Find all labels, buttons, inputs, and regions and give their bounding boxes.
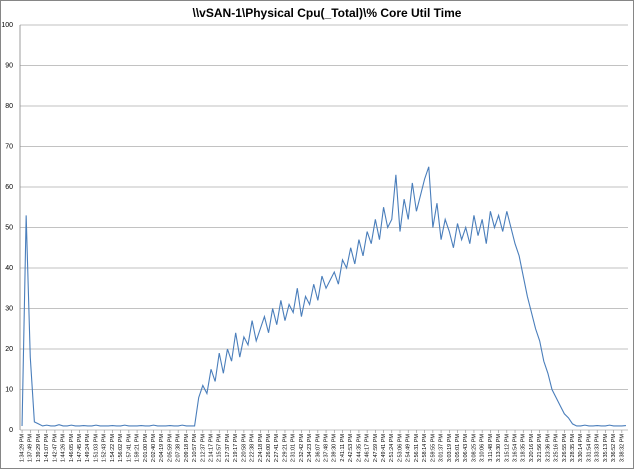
x-tick-label: 3:10:06 PM	[480, 434, 486, 463]
x-tick-label: 3:25:16 PM	[554, 434, 560, 463]
x-tick-label: 3:08:25 PM	[471, 434, 477, 463]
y-tick-label: 80	[5, 103, 13, 110]
x-tick-label: 1:54:22 PM	[110, 434, 116, 463]
x-tick-label: 1:52:43 PM	[102, 434, 108, 463]
x-tick-label: 3:01:37 PM	[439, 434, 445, 463]
x-tick-label: 2:53:06 PM	[397, 434, 403, 463]
x-tick-label: 3:18:35 PM	[521, 434, 527, 463]
x-tick-label: 1:59:21 PM	[135, 434, 141, 463]
x-tick-label: 3:06:43 PM	[463, 434, 469, 463]
x-tick-label: 3:38:32 PM	[619, 434, 625, 463]
x-tick-label: 3:36:52 PM	[611, 434, 617, 463]
x-tick-label: 3:13:30 PM	[496, 434, 502, 463]
x-tick-label: 2:34:23 PM	[307, 434, 313, 463]
x-tick-label: 3:03:19 PM	[447, 434, 453, 463]
x-tick-label: 2:17:37 PM	[225, 434, 231, 463]
x-tick-label: 1:44:26 PM	[61, 434, 67, 463]
x-tick-label: 2:31:01 PM	[291, 434, 297, 463]
x-tick-label: 2:29:21 PM	[282, 434, 288, 463]
x-tick-label: 1:46:05 PM	[69, 434, 75, 463]
y-tick-label: 70	[5, 143, 13, 150]
y-tick-label: 10	[5, 386, 13, 393]
x-tick-label: 3:20:16 PM	[529, 434, 535, 463]
x-tick-label: 3:31:54 PM	[586, 434, 592, 463]
x-tick-label: 2:14:17 PM	[208, 434, 214, 463]
x-tick-label: 3:15:12 PM	[504, 434, 510, 463]
x-tick-label: 1:51:03 PM	[93, 434, 99, 463]
y-tick-label: 60	[5, 184, 13, 191]
x-tick-label: 2:42:53 PM	[348, 434, 354, 463]
y-tick-label: 0	[9, 427, 13, 434]
x-tick-label: 2:51:24 PM	[389, 434, 395, 463]
x-tick-label: 2:58:14 PM	[422, 434, 428, 463]
x-tick-label: 2:54:49 PM	[406, 434, 412, 463]
x-tick-label: 3:26:55 PM	[562, 434, 568, 463]
x-tick-label: 2:07:38 PM	[176, 434, 182, 463]
x-tick-label: 3:35:13 PM	[603, 434, 609, 463]
x-tick-label: 3:23:36 PM	[545, 434, 551, 463]
x-tick-label: 2:19:17 PM	[233, 434, 239, 463]
y-tick-label: 50	[5, 224, 13, 231]
x-tick-label: 2:09:18 PM	[184, 434, 190, 463]
x-tick-label: 2:49:41 PM	[381, 434, 387, 463]
x-tick-label: 1:56:02 PM	[118, 434, 124, 463]
y-tick-label: 100	[1, 22, 13, 29]
x-tick-label: 2:39:30 PM	[332, 434, 338, 463]
x-tick-label: 3:21:56 PM	[537, 434, 543, 463]
x-tick-label: 3:30:14 PM	[578, 434, 584, 463]
x-tick-label: 2:37:48 PM	[324, 434, 330, 463]
x-tick-label: 2:15:57 PM	[217, 434, 223, 463]
x-tick-label: 1:39:29 PM	[36, 434, 42, 463]
x-tick-label: 1:37:49 PM	[28, 434, 34, 463]
x-tick-label: 2:46:17 PM	[365, 434, 371, 463]
x-tick-label: 2:41:11 PM	[340, 434, 346, 462]
x-tick-label: 2:32:42 PM	[299, 434, 305, 463]
chart-title: \\vSAN-1\Physical Cpu(_Total)\% Core Uti…	[193, 6, 462, 20]
y-tick-label: 90	[5, 62, 13, 69]
x-tick-label: 2:05:59 PM	[167, 434, 173, 463]
x-tick-label: 1:41:07 PM	[44, 434, 50, 463]
x-tick-label: 2:01:00 PM	[143, 434, 149, 463]
x-tick-label: 1:57:41 PM	[126, 434, 132, 463]
x-tick-label: 2:44:35 PM	[356, 434, 362, 463]
x-tick-label: 3:11:48 PM	[488, 434, 494, 462]
y-tick-label: 40	[5, 265, 13, 272]
x-tick-label: 2:02:40 PM	[151, 434, 157, 463]
y-tick-label: 30	[5, 305, 13, 312]
x-tick-label: 2:10:57 PM	[192, 434, 198, 463]
x-tick-label: 3:16:54 PM	[512, 434, 518, 463]
x-tick-label: 3:28:35 PM	[570, 434, 576, 463]
x-tick-label: 1:42:47 PM	[52, 434, 58, 463]
x-tick-label: 2:59:55 PM	[430, 434, 436, 463]
x-tick-label: 2:04:19 PM	[159, 434, 165, 463]
x-tick-label: 2:47:59 PM	[373, 434, 379, 463]
x-tick-label: 2:27:41 PM	[274, 434, 280, 463]
x-tick-label: 2:26:00 PM	[266, 434, 272, 463]
x-tick-label: 3:33:33 PM	[595, 434, 601, 463]
x-tick-label: 2:24:18 PM	[258, 434, 264, 463]
x-tick-label: 2:36:07 PM	[315, 434, 321, 463]
x-tick-label: 1:49:24 PM	[85, 434, 91, 463]
x-tick-label: 1:47:45 PM	[77, 434, 83, 463]
y-tick-label: 20	[5, 346, 13, 353]
x-tick-label: 2:20:58 PM	[241, 434, 247, 463]
x-tick-label: 2:56:31 PM	[414, 434, 420, 463]
x-tick-label: 2:12:37 PM	[200, 434, 206, 463]
x-tick-label: 3:05:01 PM	[455, 434, 461, 463]
data-line	[21, 166, 627, 427]
x-tick-label: 2:22:38 PM	[250, 434, 256, 463]
x-tick-label: 1:34:29 PM	[20, 434, 26, 463]
